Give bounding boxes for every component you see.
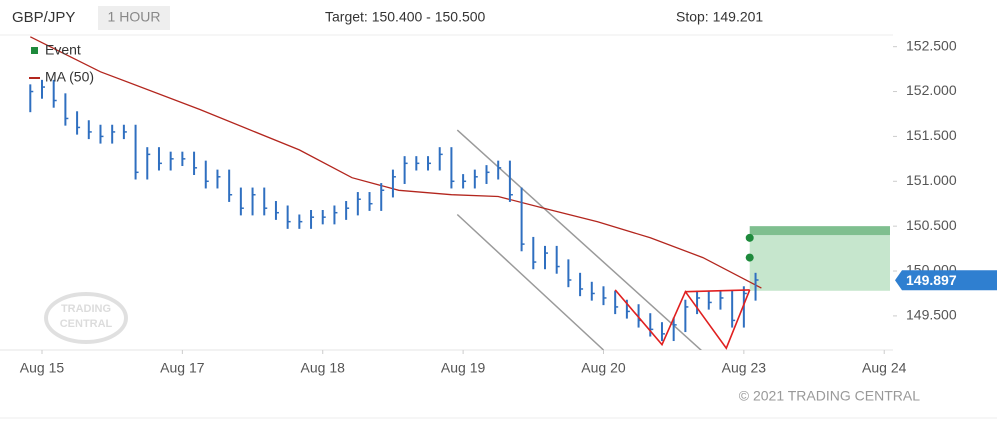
watermark-text: CENTRAL bbox=[60, 318, 113, 330]
target-zone bbox=[749, 226, 890, 236]
last-price-label: 149.897 bbox=[906, 272, 957, 288]
legend-label: Event bbox=[45, 42, 81, 58]
y-tick-label: 152.000 bbox=[906, 82, 957, 98]
target-zone-light bbox=[749, 235, 890, 291]
copyright: © 2021 TRADING CENTRAL bbox=[739, 388, 920, 404]
x-tick-label: Aug 17 bbox=[160, 360, 205, 376]
legend-swatch bbox=[31, 47, 38, 54]
target-text: Target: 150.400 - 150.500 bbox=[325, 9, 486, 25]
stop-text: Stop: 149.201 bbox=[676, 9, 763, 25]
last-price-box bbox=[895, 270, 997, 291]
x-tick-label: Aug 24 bbox=[862, 360, 907, 376]
channel-line bbox=[456, 213, 605, 350]
y-tick-label: 151.500 bbox=[906, 127, 957, 143]
pattern-line bbox=[614, 289, 751, 350]
x-tick-label: Aug 15 bbox=[20, 360, 65, 376]
y-tick-label: 149.500 bbox=[906, 307, 957, 323]
x-tick-label: Aug 20 bbox=[581, 360, 626, 376]
y-tick-label: 150.500 bbox=[906, 217, 957, 233]
x-tick-label: Aug 23 bbox=[722, 360, 767, 376]
interval-box bbox=[98, 6, 170, 30]
x-tick-label: Aug 19 bbox=[441, 360, 486, 376]
interval: 1 HOUR bbox=[108, 9, 161, 25]
watermark-ring bbox=[44, 292, 128, 344]
watermark: TRADING CENTRAL bbox=[44, 292, 128, 344]
neckline bbox=[685, 289, 750, 293]
channel-line bbox=[456, 129, 703, 350]
event-marker bbox=[745, 233, 754, 242]
x-tick-label: Aug 18 bbox=[301, 360, 346, 376]
y-tick-label: 152.500 bbox=[906, 37, 957, 53]
symbol: GBP/JPY bbox=[12, 9, 75, 26]
y-tick-label: 151.000 bbox=[906, 172, 957, 188]
ma-line bbox=[30, 36, 762, 289]
watermark-text: TRADING bbox=[61, 303, 111, 315]
plot-area bbox=[29, 36, 890, 350]
legend-label: MA (50) bbox=[45, 69, 94, 85]
event-marker bbox=[745, 253, 754, 262]
